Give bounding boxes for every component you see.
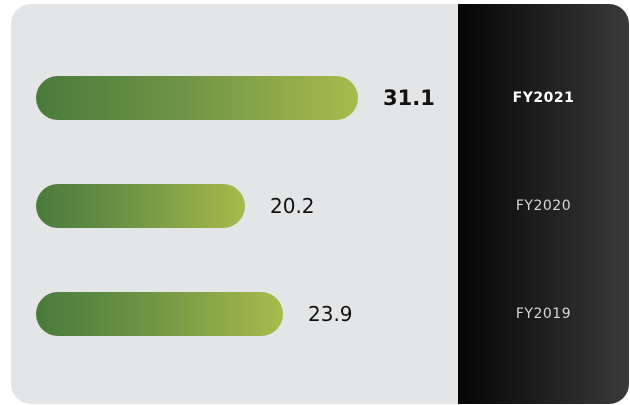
plot-area: 31.1 20.2 23.9 [11, 4, 458, 404]
bar-fy2021 [36, 76, 358, 120]
category-label-fy2021: FY2021 [512, 90, 575, 106]
bar-fy2020 [36, 184, 245, 228]
bar-fy2019 [36, 292, 283, 336]
category-panel: FY2021 FY2020 FY2019 [458, 4, 629, 404]
category-label-fy2020: FY2020 [515, 198, 572, 214]
chart-card: 31.1 20.2 23.9 FY2021 FY2020 FY2019 [11, 4, 629, 404]
value-label-fy2021: 31.1 [383, 86, 435, 110]
category-label-fy2019: FY2019 [515, 306, 572, 322]
value-label-fy2020: 20.2 [270, 194, 315, 218]
value-label-fy2019: 23.9 [308, 302, 353, 326]
